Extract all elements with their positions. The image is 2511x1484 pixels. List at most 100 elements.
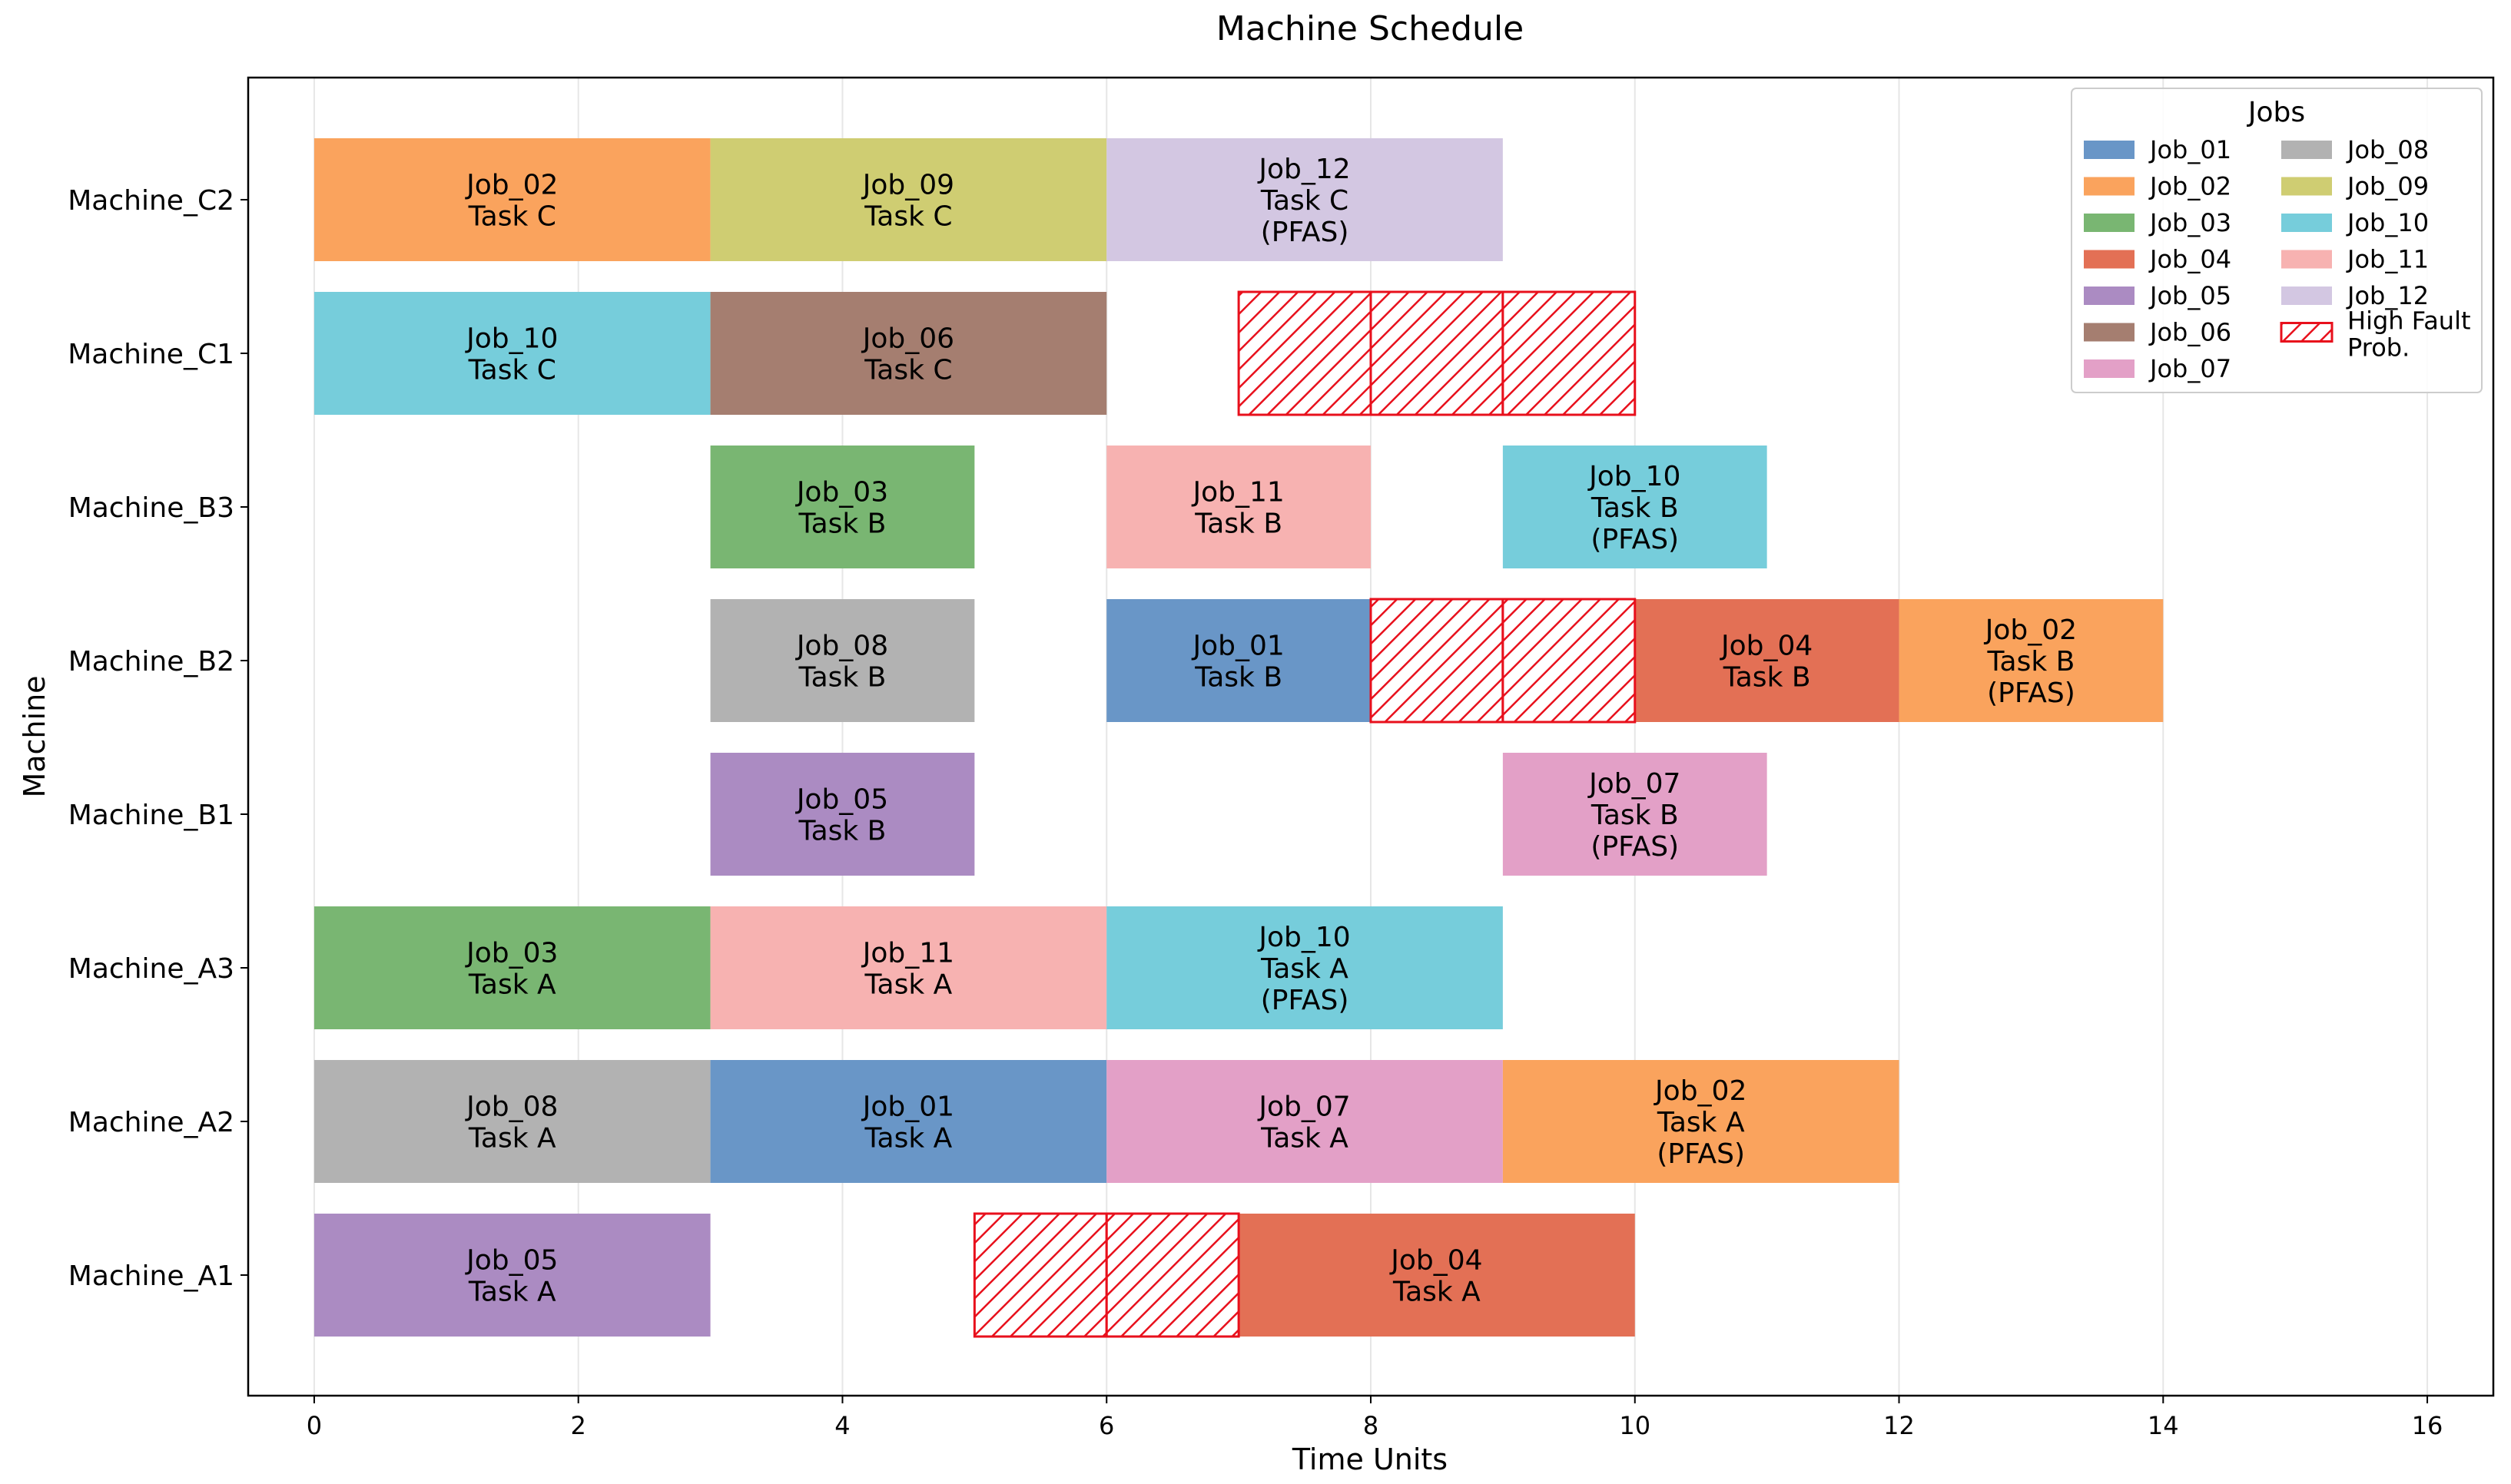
y-axis-label: Machine bbox=[18, 675, 51, 797]
task-job-label: Job_11 bbox=[1191, 477, 1284, 508]
task-name-label: Task B bbox=[1591, 492, 1679, 524]
task-name-label: Task C bbox=[468, 201, 556, 233]
legend-swatch bbox=[2281, 250, 2332, 269]
legend-label: Job_03 bbox=[2148, 208, 2231, 237]
task-pfas-label: (PFAS) bbox=[1657, 1138, 1745, 1170]
legend-swatch bbox=[2084, 287, 2135, 305]
fault-region bbox=[1105, 1212, 1240, 1338]
x-tick-label: 12 bbox=[1883, 1411, 1915, 1440]
legend-frame bbox=[2071, 88, 2483, 393]
task-bar bbox=[1106, 599, 1371, 722]
task-bar bbox=[710, 138, 1107, 261]
task-job-label: Job_02 bbox=[1984, 614, 2077, 646]
x-tick-label: 0 bbox=[307, 1411, 322, 1440]
task-job-label: Job_03 bbox=[795, 477, 888, 508]
legend-swatch bbox=[2281, 177, 2332, 196]
fault-region bbox=[1501, 598, 1637, 724]
task-job-label: Job_05 bbox=[795, 784, 888, 816]
task-job-label: Job_08 bbox=[795, 631, 888, 662]
legend-label: Job_10 bbox=[2346, 208, 2429, 237]
task-pfas-label: (PFAS) bbox=[1591, 831, 1679, 863]
legend-label: Job_04 bbox=[2148, 245, 2231, 274]
legend-swatch bbox=[2084, 141, 2135, 159]
task-job-label: Job_10 bbox=[465, 323, 558, 355]
x-tick-label: 4 bbox=[834, 1411, 850, 1440]
task-name-label: Task C bbox=[864, 355, 952, 386]
legend-swatch-fault bbox=[2280, 322, 2334, 343]
legend-swatch bbox=[2084, 177, 2135, 196]
legend: Jobs Job_01 Job_02 Job_03 Job_04 Job_05 Job_06… bbox=[2071, 88, 2483, 393]
task-name-label: Task B bbox=[1723, 662, 1811, 694]
chart-title: Machine Schedule bbox=[1216, 9, 1524, 48]
task-job-label: Job_10 bbox=[1587, 461, 1680, 492]
task-name-label: Task B bbox=[1986, 646, 2075, 677]
task-bar bbox=[313, 906, 711, 1029]
task-bar bbox=[1106, 1060, 1503, 1183]
legend-label: Job_09 bbox=[2346, 172, 2429, 201]
legend-swatch bbox=[2281, 287, 2332, 305]
y-tick-label: Machine_A3 bbox=[68, 953, 234, 985]
task-job-label: Job_02 bbox=[1654, 1075, 1746, 1107]
task-pfas-label: (PFAS) bbox=[1987, 677, 2075, 709]
task-job-label: Job_05 bbox=[465, 1245, 558, 1277]
task-name-label: Task A bbox=[864, 1123, 953, 1154]
task-name-label: Task C bbox=[864, 201, 952, 233]
task-pfas-label: (PFAS) bbox=[1261, 217, 1349, 248]
legend-swatch bbox=[2084, 250, 2135, 269]
fault-region bbox=[1237, 290, 1372, 416]
legend-label: Job_01 bbox=[2148, 135, 2231, 164]
task-job-label: Job_01 bbox=[1191, 631, 1284, 662]
x-tick-label: 6 bbox=[1099, 1411, 1114, 1440]
legend-swatch bbox=[2281, 141, 2332, 159]
legend-label: High Fault bbox=[2347, 306, 2471, 336]
task-name-label: Task A bbox=[1260, 953, 1348, 985]
y-tick-label: Machine_B2 bbox=[68, 646, 234, 677]
y-tick-label: Machine_C2 bbox=[68, 185, 234, 217]
task-job-label: Job_09 bbox=[861, 170, 954, 201]
x-tick-label: 10 bbox=[1619, 1411, 1650, 1440]
task-pfas-label: (PFAS) bbox=[1261, 985, 1349, 1016]
legend-label: Job_02 bbox=[2148, 172, 2231, 201]
legend-label: Job_06 bbox=[2148, 318, 2231, 347]
task-bar bbox=[710, 1060, 1107, 1183]
task-job-label: Job_02 bbox=[465, 170, 558, 201]
legend-label: Job_11 bbox=[2346, 245, 2429, 274]
task-name-label: Task A bbox=[468, 1277, 556, 1308]
legend-title: Jobs bbox=[2247, 97, 2305, 128]
task-bar bbox=[1106, 446, 1371, 568]
legend-swatch bbox=[2281, 214, 2332, 232]
task-bar bbox=[1502, 753, 1767, 876]
x-axis-label: Time Units bbox=[1292, 1443, 1448, 1476]
task-job-label: Job_08 bbox=[465, 1091, 558, 1123]
task-name-label: Task B bbox=[798, 816, 887, 847]
legend-label: Job_07 bbox=[2148, 354, 2231, 383]
task-bar bbox=[1634, 599, 1899, 722]
task-job-label: Job_07 bbox=[1257, 1091, 1350, 1123]
task-bar bbox=[710, 446, 975, 568]
task-bar bbox=[710, 753, 975, 876]
task-bar bbox=[313, 292, 711, 415]
legend-label: Job_05 bbox=[2148, 281, 2231, 310]
x-tick-label: 2 bbox=[571, 1411, 586, 1440]
task-bar bbox=[313, 138, 711, 261]
task-pfas-label: (PFAS) bbox=[1591, 524, 1679, 555]
task-bar bbox=[710, 292, 1107, 415]
task-name-label: Task A bbox=[468, 969, 556, 1001]
legend-swatch bbox=[2084, 214, 2135, 232]
task-job-label: Job_01 bbox=[861, 1091, 954, 1123]
task-name-label: Task B bbox=[798, 508, 887, 540]
task-job-label: Job_07 bbox=[1587, 768, 1680, 800]
task-bar bbox=[710, 599, 975, 722]
task-name-label: Task C bbox=[1260, 185, 1348, 217]
task-name-label: Task A bbox=[1657, 1107, 1745, 1138]
legend-swatch bbox=[2084, 359, 2135, 378]
x-tick-label: 16 bbox=[2412, 1411, 2443, 1440]
task-bar bbox=[1106, 906, 1503, 1029]
y-tick-label: Machine_A2 bbox=[68, 1107, 234, 1138]
task-bar bbox=[1106, 138, 1503, 261]
y-tick-label: Machine_A1 bbox=[68, 1260, 234, 1292]
y-tick-label: Machine_C1 bbox=[68, 339, 234, 370]
task-name-label: Task B bbox=[798, 662, 887, 694]
task-name-label: Task B bbox=[1194, 662, 1282, 694]
